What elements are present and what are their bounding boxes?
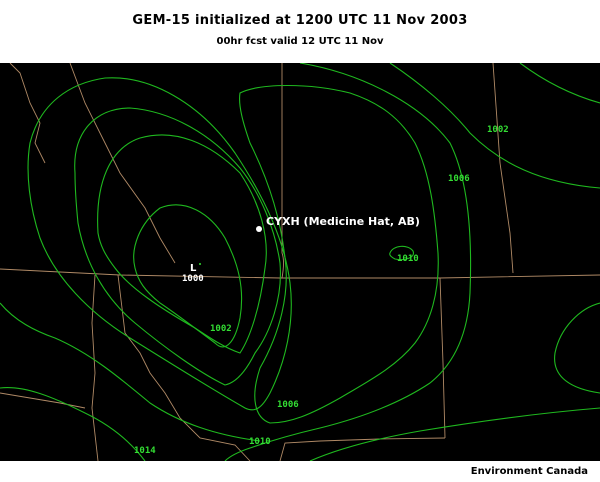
isobars [0,63,600,461]
station-label: CYXH (Medicine Hat, AB) [266,215,420,228]
isobar-label-1014: 1014 [134,446,156,456]
low-center-value: 1000 [182,274,204,284]
isobar-label-1002-south: 1002 [210,324,232,334]
isobar-label-1002-east: 1002 [487,125,509,135]
station-marker [256,226,262,232]
isobar-label-1006-east: 1006 [448,174,470,184]
low-center-marker [199,263,201,265]
isobar-label-1010-south: 1010 [249,437,271,447]
map-title: GEM-15 initialized at 1200 UTC 11 Nov 20… [132,13,468,28]
low-center-symbol: L [190,263,197,274]
borders [0,63,600,461]
credit-label: Environment Canada [470,466,588,477]
isobar-label-1010-east: 1010 [397,254,419,264]
isobar-label-1006-south: 1006 [277,400,299,410]
pressure-map: 1002 1006 1010 1002 1006 1010 1014 L 100… [0,63,600,461]
map-subtitle: 00hr fcst valid 12 UTC 11 Nov [216,36,384,47]
